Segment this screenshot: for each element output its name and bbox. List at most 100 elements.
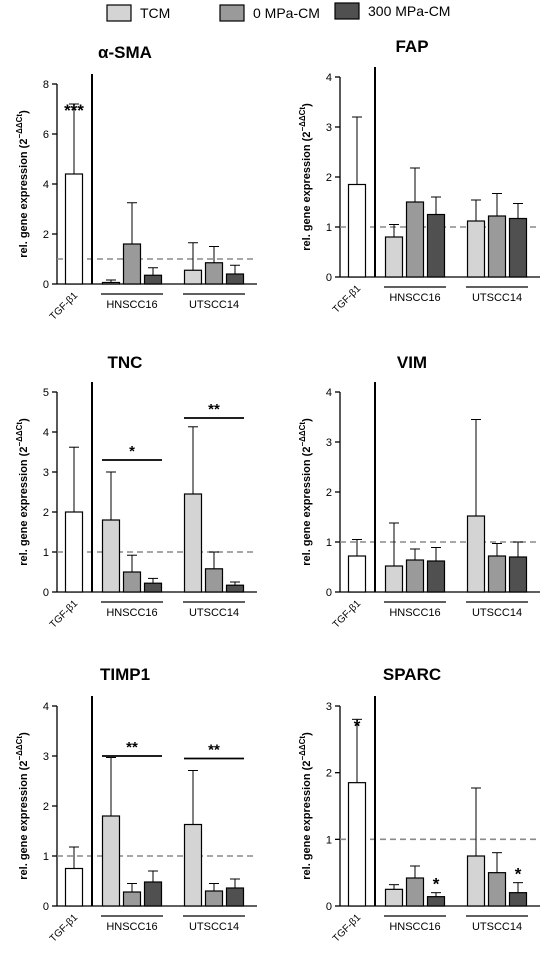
y-tick-label: 1	[326, 537, 332, 549]
bar-300mpa	[426, 896, 446, 907]
x-tick-label: TGF-β1	[331, 283, 364, 316]
bar-300mpa	[508, 892, 528, 907]
y-axis-label-main: rel. gene expression (2	[301, 132, 313, 251]
bar-tgf	[347, 555, 367, 593]
y-tick-label: 4	[326, 72, 332, 84]
y-tick-label: 2	[326, 487, 332, 499]
y-axis-label: rel. gene expression (2−ΔΔCt)	[298, 732, 313, 880]
group-label: HNSCC16	[106, 299, 157, 311]
y-axis-label: rel. gene expression (2−ΔΔCt)	[15, 110, 30, 258]
y-tick-label: 4	[43, 179, 49, 191]
bar-300mpa	[143, 274, 163, 285]
panel-title: TNC	[108, 353, 143, 372]
y-axis-label-close: )	[18, 418, 30, 422]
significance-marker: **	[208, 742, 220, 759]
y-axis-label-main: rel. gene expression (2	[301, 761, 313, 880]
significance-marker: **	[208, 401, 220, 418]
y-tick-label: 8	[43, 79, 49, 91]
group-label: UTSCC14	[472, 921, 522, 933]
y-tick-label: 3	[326, 701, 332, 713]
y-tick-label: 4	[43, 701, 49, 713]
bar-0mpa	[487, 872, 507, 907]
y-axis-label-main: rel. gene expression (2	[18, 139, 30, 258]
y-axis-label-close: )	[301, 732, 313, 736]
x-tick-label: TGF-β1	[48, 598, 81, 631]
group-label: HNSCC16	[106, 607, 157, 619]
bar-300mpa	[426, 213, 446, 278]
bar-0mpa	[487, 215, 507, 278]
y-tick-label: 0	[326, 901, 332, 913]
y-tick-label: 3	[43, 467, 49, 479]
bar-0mpa	[122, 891, 142, 907]
y-axis-label-main: rel. gene expression (2	[301, 447, 313, 566]
bar-0mpa	[487, 555, 507, 593]
y-axis-label-exponent: −ΔΔCt	[298, 422, 307, 447]
legend-swatch	[334, 2, 360, 20]
group-label: HNSCC16	[389, 607, 440, 619]
significance-marker: ***	[64, 101, 84, 120]
bar-0mpa	[204, 262, 224, 285]
bar-300mpa	[225, 273, 245, 285]
legend-swatch	[106, 4, 132, 22]
y-tick-label: 0	[43, 587, 49, 599]
significance-marker: *	[515, 865, 522, 884]
panel-title: SPARC	[383, 665, 441, 684]
bar-tcm	[384, 888, 404, 907]
group-label: HNSCC16	[389, 292, 440, 304]
group-label: UTSCC14	[189, 607, 239, 619]
bar-tcm	[101, 815, 121, 907]
y-tick-label: 1	[326, 834, 332, 846]
bar-tcm	[384, 565, 404, 593]
y-tick-label: 2	[326, 768, 332, 780]
y-axis-label: rel. gene expression (2−ΔΔCt)	[298, 103, 313, 251]
y-tick-label: 4	[326, 387, 332, 399]
y-tick-label: 2	[43, 507, 49, 519]
y-tick-label: 6	[43, 129, 49, 141]
bar-300mpa	[143, 881, 163, 907]
y-axis-label-exponent: −ΔΔCt	[15, 736, 24, 761]
bar-tcm	[101, 519, 121, 593]
legend-label: 0 MPa-CM	[253, 5, 320, 21]
bar-tcm	[183, 493, 203, 593]
bar-0mpa	[405, 877, 425, 907]
legend-swatch	[219, 4, 245, 22]
group-label: UTSCC14	[189, 921, 239, 933]
y-axis-label-exponent: −ΔΔCt	[298, 736, 307, 761]
bar-tgf	[347, 782, 367, 907]
bar-tgf	[64, 867, 84, 907]
y-axis-label-close: )	[18, 110, 30, 114]
legend: TCM 0 MPa-CM 300 MPa-CM	[106, 2, 450, 22]
bar-300mpa	[426, 560, 446, 593]
legend-label: TCM	[140, 5, 170, 21]
y-axis-label: rel. gene expression (2−ΔΔCt)	[15, 732, 30, 880]
bar-tcm	[183, 269, 203, 285]
y-axis-label-close: )	[301, 418, 313, 422]
significance-marker: *	[354, 716, 361, 735]
bar-tcm	[466, 515, 486, 593]
bar-tgf	[347, 183, 367, 278]
chart-panel: TIMP1 rel. gene expression (2−ΔΔCt) 0 1 2 3 4 T…	[15, 665, 257, 945]
y-tick-label: 3	[43, 751, 49, 763]
y-axis-label-exponent: −ΔΔCt	[298, 107, 307, 132]
significance-marker: *	[433, 875, 440, 894]
group-label: UTSCC14	[472, 607, 522, 619]
y-axis-label: rel. gene expression (2−ΔΔCt)	[15, 418, 30, 566]
y-tick-label: 3	[326, 122, 332, 134]
y-axis-label: rel. gene expression (2−ΔΔCt)	[298, 418, 313, 566]
y-tick-label: 2	[43, 801, 49, 813]
bar-tcm	[466, 220, 486, 278]
chart-panel: SPARC rel. gene expression (2−ΔΔCt) 0 1 2 3 * T…	[298, 665, 540, 945]
y-tick-label: 0	[43, 279, 49, 291]
y-tick-label: 1	[43, 547, 49, 559]
chart-panel: VIM rel. gene expression (2−ΔΔCt) 0 1 2 3 4 TGF…	[298, 353, 540, 631]
x-tick-label: TGF-β1	[48, 290, 81, 323]
y-axis-label-main: rel. gene expression (2	[18, 761, 30, 880]
y-tick-label: 4	[43, 427, 49, 439]
y-tick-label: 2	[43, 229, 49, 241]
bar-0mpa	[204, 568, 224, 593]
bar-0mpa	[122, 243, 142, 285]
bar-tgf	[64, 511, 84, 593]
y-tick-label: 0	[326, 587, 332, 599]
